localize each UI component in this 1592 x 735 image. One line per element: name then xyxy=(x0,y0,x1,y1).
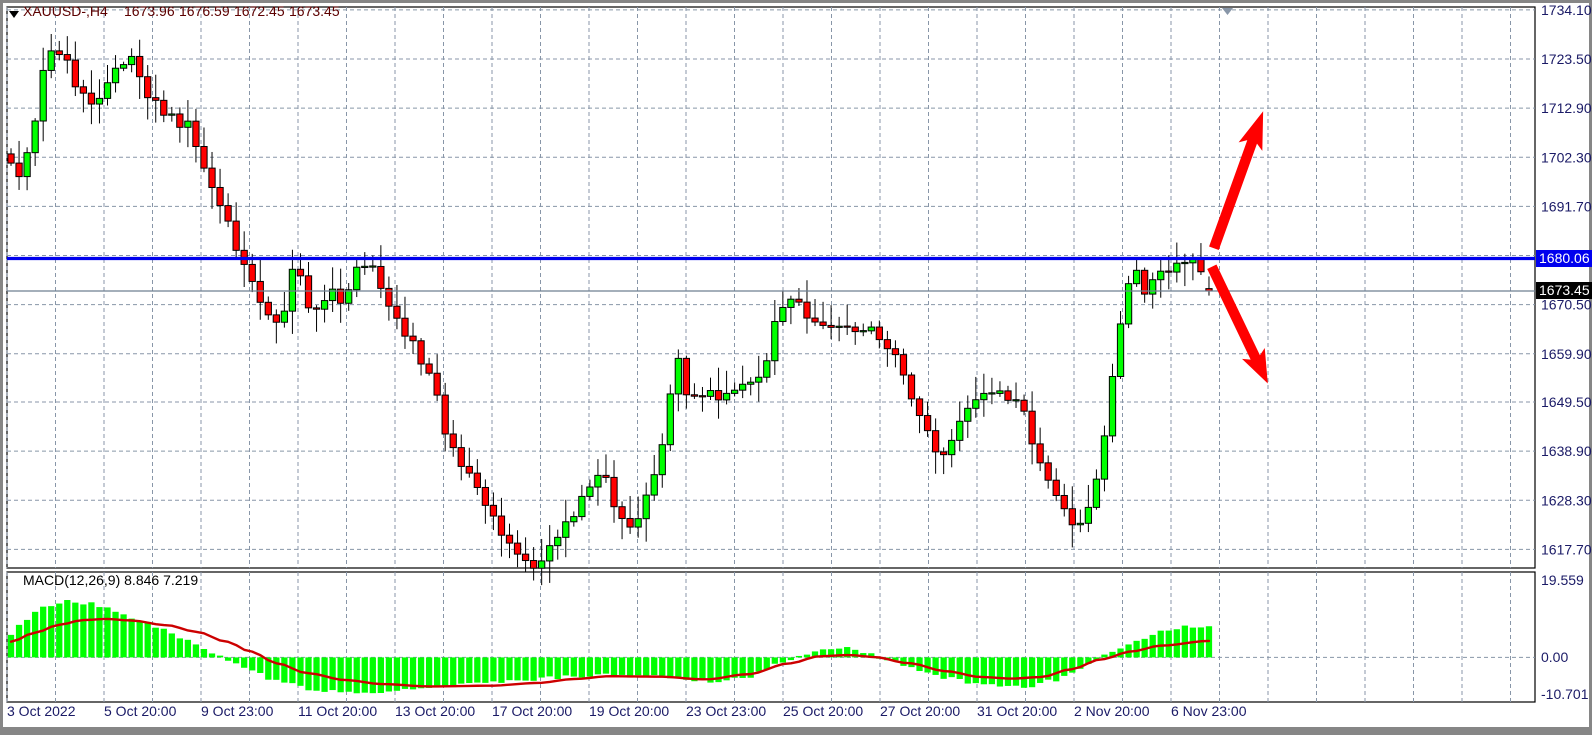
svg-text:23 Oct 23:00: 23 Oct 23:00 xyxy=(686,703,766,719)
svg-text:1723.50: 1723.50 xyxy=(1541,51,1592,67)
svg-text:1670.50: 1670.50 xyxy=(1541,297,1592,313)
svg-text:6 Nov 23:00: 6 Nov 23:00 xyxy=(1171,703,1247,719)
svg-text:1712.90: 1712.90 xyxy=(1541,100,1592,116)
svg-text:1676.59: 1676.59 xyxy=(179,3,230,19)
svg-text:19.559: 19.559 xyxy=(1541,572,1584,588)
svg-text:MACD(12,26,9) 8.846 7.219: MACD(12,26,9) 8.846 7.219 xyxy=(23,572,198,588)
svg-text:9 Oct 23:00: 9 Oct 23:00 xyxy=(201,703,274,719)
svg-text:1649.50: 1649.50 xyxy=(1541,394,1592,410)
svg-text:XAUUSD-,H4: XAUUSD-,H4 xyxy=(23,3,108,19)
svg-text:1659.90: 1659.90 xyxy=(1541,346,1592,362)
svg-text:1672.45: 1672.45 xyxy=(234,3,285,19)
svg-text:1617.70: 1617.70 xyxy=(1541,541,1592,557)
svg-text:0.00: 0.00 xyxy=(1541,649,1568,665)
svg-text:-10.701: -10.701 xyxy=(1541,686,1589,702)
svg-text:2 Nov 20:00: 2 Nov 20:00 xyxy=(1074,703,1150,719)
svg-text:1734.10: 1734.10 xyxy=(1541,2,1592,18)
svg-text:1702.30: 1702.30 xyxy=(1541,149,1592,165)
svg-text:1691.70: 1691.70 xyxy=(1541,198,1592,214)
svg-text:31 Oct 20:00: 31 Oct 20:00 xyxy=(977,703,1057,719)
svg-text:1638.90: 1638.90 xyxy=(1541,443,1592,459)
svg-text:13 Oct 20:00: 13 Oct 20:00 xyxy=(395,703,475,719)
svg-text:27 Oct 20:00: 27 Oct 20:00 xyxy=(880,703,960,719)
svg-text:1673.45: 1673.45 xyxy=(289,3,340,19)
svg-text:1673.96: 1673.96 xyxy=(124,3,175,19)
svg-text:3 Oct 2022: 3 Oct 2022 xyxy=(7,703,76,719)
svg-text:25 Oct 20:00: 25 Oct 20:00 xyxy=(783,703,863,719)
svg-text:1628.30: 1628.30 xyxy=(1541,492,1592,508)
svg-text:19 Oct 20:00: 19 Oct 20:00 xyxy=(589,703,669,719)
svg-text:5 Oct 20:00: 5 Oct 20:00 xyxy=(104,703,177,719)
svg-text:17 Oct 20:00: 17 Oct 20:00 xyxy=(492,703,572,719)
svg-text:11 Oct 20:00: 11 Oct 20:00 xyxy=(298,703,377,719)
